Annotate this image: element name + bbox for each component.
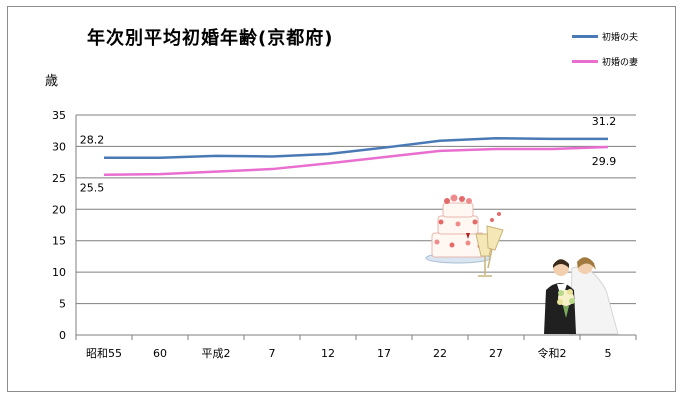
data-label-wife-last: 29.9 [592,155,617,168]
legend-item-wife: 初婚の妻 [572,55,638,68]
legend-item-husband: 初婚の夫 [572,30,638,43]
champagne-glasses-icon [475,212,504,277]
series-line-1 [103,145,609,176]
x-tick-label-7: 27 [489,347,503,360]
x-tick-label-2: 平成2 [202,347,231,360]
x-tick-label-5: 17 [377,347,391,360]
x-tick-label-1: 60 [153,347,167,360]
x-tick-label-3: 7 [269,347,276,360]
legend-swatch-wife [572,60,598,63]
x-tick-label-4: 12 [321,347,335,360]
y-tick-label-20: 20 [52,203,66,216]
y-tick-label-10: 10 [52,266,66,279]
x-tick-label-6: 22 [433,347,447,360]
grid-lines [76,114,636,305]
x-tick-label-0: 昭和55 [86,347,122,360]
y-tick-label-15: 15 [52,235,66,248]
chart-title: 年次別平均初婚年齢(京都府) [87,28,334,49]
data-labels: 28.2 31.2 25.5 29.9 [80,115,617,195]
data-label-wife-first: 25.5 [80,182,105,195]
x-tick-label-8: 令和2 [538,346,567,360]
y-axis-unit-label: 歳 [45,74,59,89]
legend-swatch-husband [572,35,598,38]
series-line-0 [104,137,608,159]
y-tick-label-5: 5 [59,298,66,311]
axes: 0 5 10 15 20 25 30 35 昭和55 60 平成2 7 12 17 22 27 令和2 5 [52,109,637,360]
y-tick-label-25: 25 [52,172,66,185]
data-label-husband-first: 28.2 [80,134,105,147]
x-tick-label-9: 5 [605,347,612,360]
y-tick-label-0: 0 [59,329,66,342]
bride-and-groom-icon [544,257,619,335]
wedding-cake-icon [425,194,491,264]
series-lines [103,137,609,176]
y-tick-label-35: 35 [52,109,66,122]
y-tick-label-30: 30 [52,140,66,153]
legend-label-wife: 初婚の妻 [602,58,639,68]
legend-label-husband: 初婚の夫 [602,33,639,43]
data-label-husband-last: 31.2 [592,115,617,128]
